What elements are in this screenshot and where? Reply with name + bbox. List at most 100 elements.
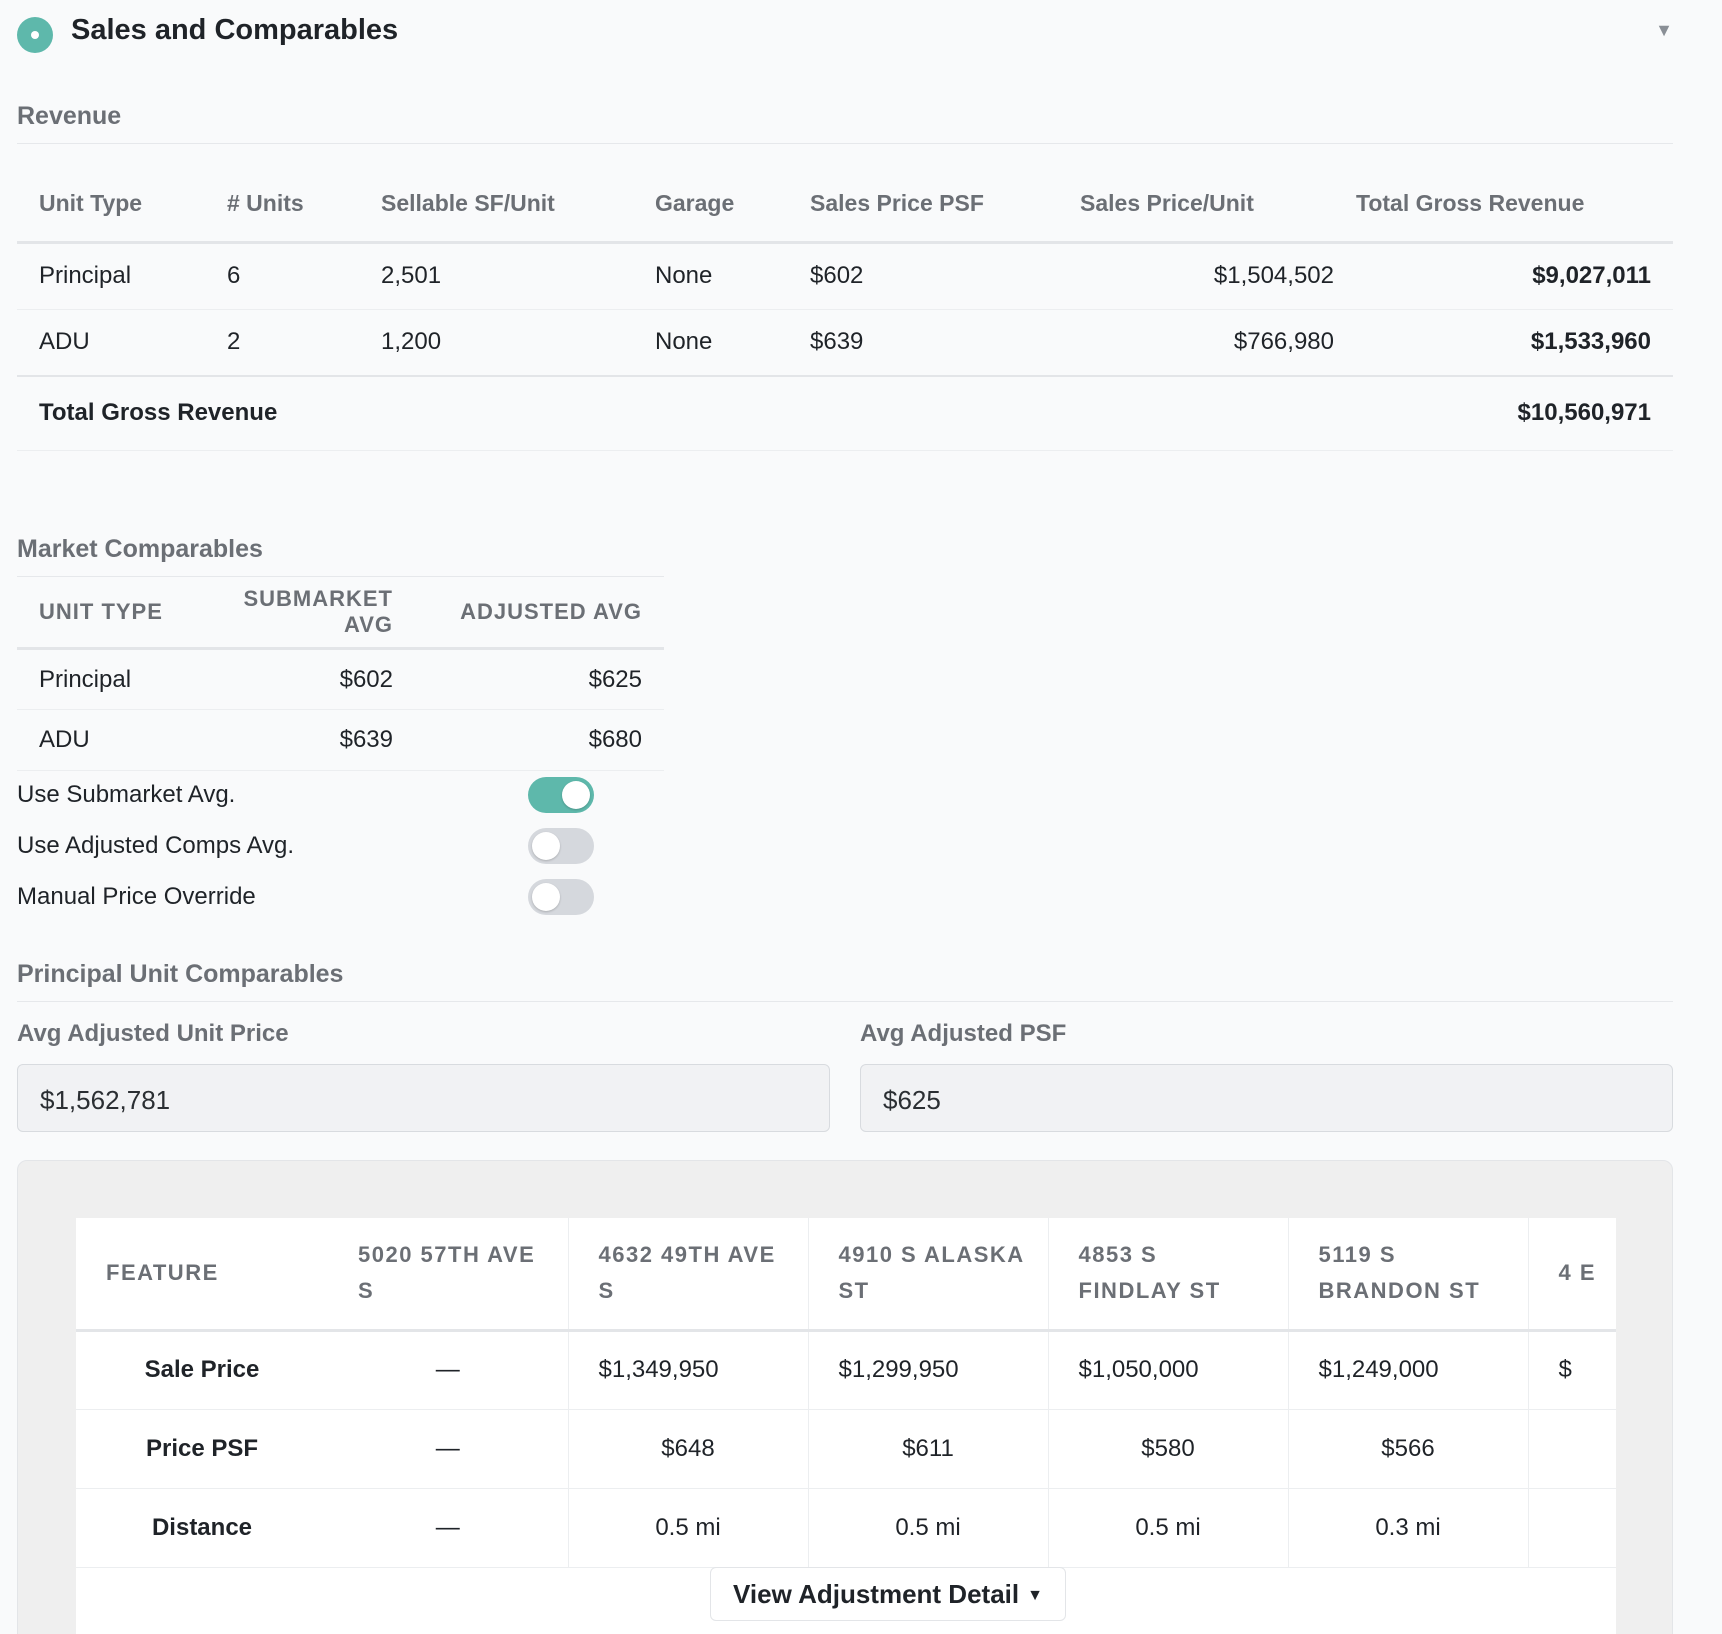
table-row: ADU 2 1,200 None $639 $766,980 $1,533,96…: [17, 309, 1673, 377]
adjustment-button-label: View Adjustment Detail: [733, 1579, 1020, 1609]
toggle-knob: [532, 832, 560, 860]
cell-comp-value: [1528, 1488, 1616, 1568]
table-row: Sale Price — $1,349,950 $1,299,950 $1,05…: [76, 1330, 1616, 1410]
use-submarket-avg-toggle[interactable]: [528, 777, 594, 813]
cell-comp-value: [1528, 1409, 1616, 1489]
cell-adjusted-avg: $680: [415, 709, 664, 771]
toggle-label: Manual Price Override: [17, 883, 256, 910]
col-comp-5: 4 E: [1528, 1218, 1616, 1332]
feature-sale-price: Sale Price: [76, 1330, 328, 1410]
cell-units: 2: [205, 309, 359, 377]
col-feature: FEATURE: [76, 1218, 328, 1332]
avg-psf-field: Avg Adjusted PSF $625: [860, 1020, 1673, 1132]
cell-total-gross-revenue: $9,027,011: [1334, 242, 1673, 310]
table-row: Principal $602 $625: [17, 648, 664, 710]
table-row: ADU $639 $680: [17, 709, 664, 771]
cell-submarket-avg: $639: [187, 709, 415, 771]
chevron-down-icon: ▼: [1027, 1587, 1043, 1605]
collapse-caret-icon[interactable]: ▼: [1655, 20, 1673, 40]
comps-table: FEATURE 5020 57TH AVE S 4632 49TH AVE S …: [76, 1218, 1616, 1568]
feature-price-psf: Price PSF: [76, 1409, 328, 1489]
use-adjusted-comps-avg-toggle[interactable]: [528, 828, 594, 864]
toggle-label: Use Adjusted Comps Avg.: [17, 832, 295, 859]
cell-total-gross-revenue: $1,533,960: [1334, 309, 1673, 377]
section-status-icon: [17, 17, 53, 53]
toggle-row-adjusted-comps: Use Adjusted Comps Avg.: [17, 822, 664, 873]
cell-comp-value: $611: [808, 1409, 1049, 1489]
cell-sales-price-unit: $1,504,502: [1058, 242, 1334, 310]
market-comparables-table: UNIT TYPE SUBMARKET AVG ADJUSTED AVG Pri…: [17, 576, 664, 771]
view-adjustment-detail-button[interactable]: View Adjustment Detail ▼: [710, 1567, 1066, 1621]
cell-comp-value: $580: [1048, 1409, 1289, 1489]
cell-unit-type: Principal: [17, 648, 187, 710]
cell-sales-price-psf: $639: [788, 309, 1058, 377]
col-comp-2: 4910 S ALASKA ST: [808, 1218, 1049, 1332]
feature-distance: Distance: [76, 1488, 328, 1568]
cell-unit-type: ADU: [17, 709, 187, 771]
avg-psf-label: Avg Adjusted PSF: [860, 1020, 1067, 1047]
cell-comp-value: 0.5 mi: [568, 1488, 809, 1568]
avg-unit-price-field: Avg Adjusted Unit Price $1,562,781: [17, 1020, 830, 1132]
cell-subject-value: —: [328, 1488, 569, 1568]
col-unit-type: UNIT TYPE: [17, 576, 187, 650]
market-comparables-title: Market Comparables: [17, 535, 664, 577]
revenue-title: Revenue: [17, 102, 1673, 144]
revenue-table: Unit Type # Units Sellable SF/Unit Garag…: [17, 144, 1673, 451]
avg-unit-price-value: $1,562,781: [17, 1064, 830, 1132]
cell-adjusted-avg: $625: [415, 648, 664, 710]
table-row: Price PSF — $648 $611 $580 $566: [76, 1409, 1616, 1489]
total-value: $10,560,971: [1334, 375, 1673, 451]
cell-comp-value: $566: [1288, 1409, 1529, 1489]
cell-unit-type: ADU: [17, 309, 205, 377]
col-adjusted-avg: ADJUSTED AVG: [415, 576, 664, 650]
cell-comp-value: $1,249,000: [1288, 1330, 1529, 1410]
comps-panel: FEATURE 5020 57TH AVE S 4632 49TH AVE S …: [17, 1160, 1673, 1634]
comps-scroll-area[interactable]: FEATURE 5020 57TH AVE S 4632 49TH AVE S …: [76, 1218, 1616, 1634]
cell-units: 6: [205, 242, 359, 310]
col-units: # Units: [205, 144, 359, 244]
col-unit-type: Unit Type: [17, 144, 205, 244]
revenue-section: Revenue Unit Type # Units Sellable SF/Un…: [17, 102, 1673, 451]
toggle-row-submarket-avg: Use Submarket Avg.: [17, 771, 664, 822]
col-comp-4: 5119 S BRANDON ST: [1288, 1218, 1529, 1332]
toggle-row-manual-override: Manual Price Override: [17, 873, 664, 924]
market-comparables-section: Market Comparables UNIT TYPE SUBMARKET A…: [17, 535, 664, 925]
cell-garage: None: [633, 309, 788, 377]
cell-comp-value: $: [1528, 1330, 1616, 1410]
col-total-gross-revenue: Total Gross Revenue: [1334, 144, 1673, 244]
cell-subject-value: —: [328, 1330, 569, 1410]
cell-comp-value: 0.3 mi: [1288, 1488, 1529, 1568]
toggle-knob: [562, 781, 590, 809]
col-comp-1: 4632 49TH AVE S: [568, 1218, 809, 1332]
cell-comp-value: $648: [568, 1409, 809, 1489]
col-sales-price-unit: Sales Price/Unit: [1058, 144, 1334, 244]
cell-sales-price-psf: $602: [788, 242, 1058, 310]
col-comp-3: 4853 S FINDLAY ST: [1048, 1218, 1289, 1332]
cell-submarket-avg: $602: [187, 648, 415, 710]
cell-sellable-sf: 2,501: [359, 242, 633, 310]
table-row: Principal 6 2,501 None $602 $1,504,502 $…: [17, 242, 1673, 310]
cell-comp-value: $1,349,950: [568, 1330, 809, 1410]
avg-unit-price-label: Avg Adjusted Unit Price: [17, 1020, 289, 1047]
cell-comp-value: 0.5 mi: [808, 1488, 1049, 1568]
col-subject-property: 5020 57TH AVE S: [328, 1218, 569, 1332]
col-garage: Garage: [633, 144, 788, 244]
cell-unit-type: Principal: [17, 242, 205, 310]
cell-sales-price-unit: $766,980: [1058, 309, 1334, 377]
section-title: Sales and Comparables: [71, 14, 399, 46]
cell-comp-value: 0.5 mi: [1048, 1488, 1289, 1568]
table-row: Distance — 0.5 mi 0.5 mi 0.5 mi 0.3 mi: [76, 1488, 1616, 1568]
total-row: Total Gross Revenue $10,560,971: [17, 375, 1673, 451]
cell-comp-value: $1,299,950: [808, 1330, 1049, 1410]
principal-comparables-title: Principal Unit Comparables: [17, 960, 1673, 1002]
cell-garage: None: [633, 242, 788, 310]
toggle-knob: [532, 883, 560, 911]
manual-price-override-toggle[interactable]: [528, 879, 594, 915]
col-sellable-sf: Sellable SF/Unit: [359, 144, 633, 244]
toggle-label: Use Submarket Avg.: [17, 781, 236, 808]
principal-comparables-section: Principal Unit Comparables Avg Adjusted …: [17, 960, 1673, 1634]
col-submarket-avg: SUBMARKET AVG: [187, 576, 415, 650]
col-sales-price-psf: Sales Price PSF: [788, 144, 1058, 244]
cell-sellable-sf: 1,200: [359, 309, 633, 377]
section-header[interactable]: Sales and Comparables ▼: [17, 0, 1673, 62]
